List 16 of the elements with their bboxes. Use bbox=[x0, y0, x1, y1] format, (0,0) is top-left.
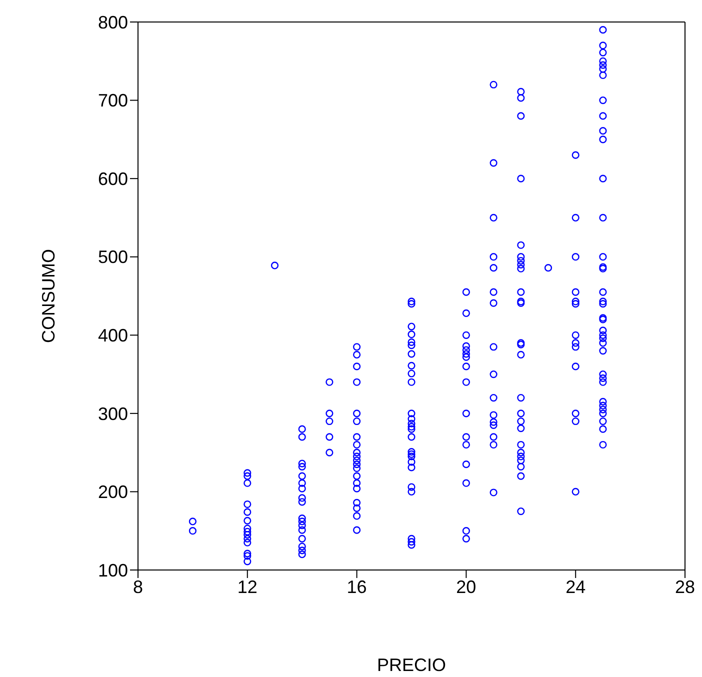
x-tick-label: 20 bbox=[456, 576, 476, 597]
y-tick-label: 100 bbox=[98, 560, 128, 580]
x-tick-label: 8 bbox=[132, 576, 144, 597]
y-tick-label: 200 bbox=[98, 482, 128, 502]
x-tick-label: 16 bbox=[346, 576, 367, 597]
y-tick-label: 300 bbox=[98, 404, 128, 424]
y-axis-title: CONSUMO bbox=[38, 249, 58, 343]
y-tick-label: 400 bbox=[98, 326, 128, 346]
y-tick-label: 800 bbox=[98, 12, 128, 32]
x-tick-label: 28 bbox=[674, 576, 696, 597]
x-tick-label: 24 bbox=[566, 576, 586, 597]
x-axis-title: PRECIO bbox=[376, 654, 446, 675]
x-tick-label: 12 bbox=[237, 576, 258, 597]
y-tick-label: 600 bbox=[98, 168, 128, 189]
y-tick-label: 500 bbox=[98, 247, 128, 268]
y-tick-label: 700 bbox=[98, 90, 128, 111]
